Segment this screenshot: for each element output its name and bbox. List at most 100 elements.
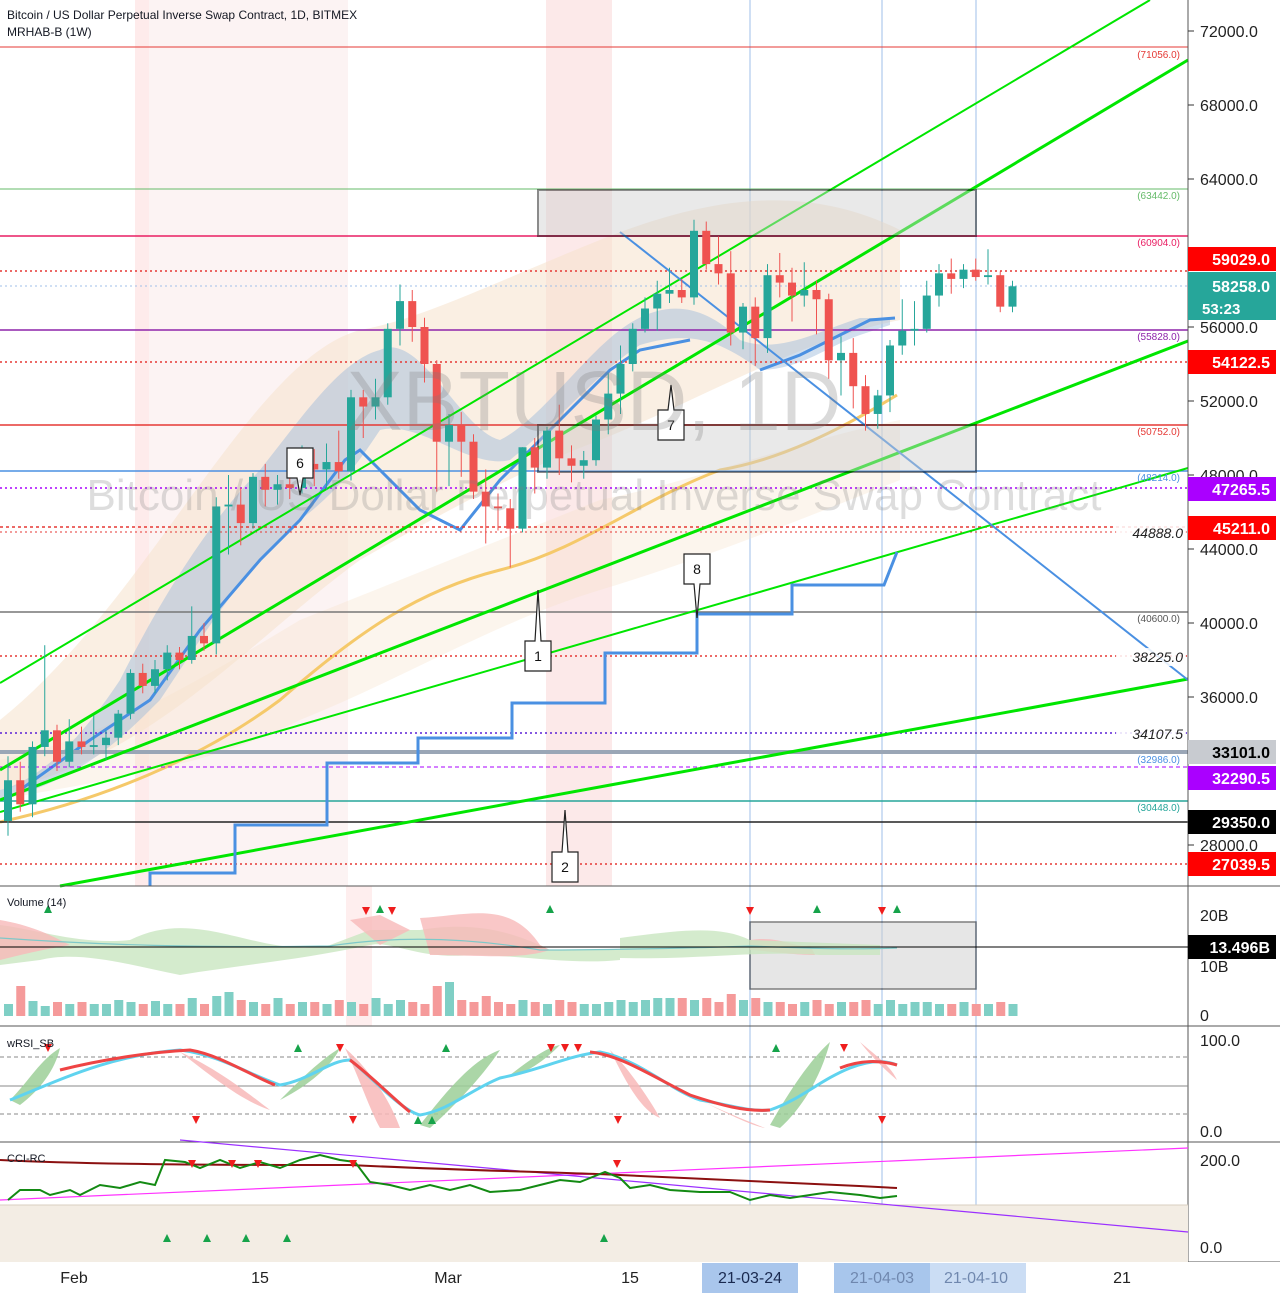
candle-body <box>592 419 600 461</box>
candle-body <box>971 269 980 278</box>
cci-band <box>0 1205 1188 1262</box>
rsi-tick: 100.0 <box>1200 1033 1240 1050</box>
candle-body <box>604 393 613 420</box>
candle-body <box>543 430 551 468</box>
volume-bar <box>494 1002 503 1016</box>
time-tick-label: Feb <box>60 1270 88 1287</box>
volume-signal <box>893 905 901 913</box>
price-label: 27039.5 <box>1212 857 1270 874</box>
price-label-bg <box>1188 852 1276 876</box>
candle-body <box>126 672 135 714</box>
price-tick-label: 44000.0 <box>1200 542 1258 559</box>
rsi-line-red <box>59 1048 898 1114</box>
candle-body <box>898 330 907 346</box>
volume-bar <box>89 1004 99 1016</box>
level-tag: (30448.0) <box>1137 803 1180 814</box>
time-tick-label: 15 <box>621 1270 639 1287</box>
candles <box>4 219 1017 836</box>
trendline-green <box>0 339 1189 802</box>
cci-signal-up <box>283 1234 291 1242</box>
volume-bar <box>16 986 26 1016</box>
volume-bar <box>739 1000 748 1016</box>
volume-bar <box>457 1000 467 1016</box>
candle-body <box>506 508 515 529</box>
price-label: 59029.0 <box>1212 252 1270 269</box>
candle-body <box>175 652 184 660</box>
volume-bar <box>347 1002 356 1016</box>
wave-label-8: 8 <box>683 553 711 619</box>
cci-title: CCI-RC <box>7 1153 46 1165</box>
candle-body <box>359 397 368 407</box>
weekly-step-line <box>148 551 899 886</box>
volume-bar <box>873 1004 883 1016</box>
cci-signal-up <box>163 1234 171 1242</box>
trendline-blue <box>619 231 1189 681</box>
rsi-tick: 0.0 <box>1200 1124 1222 1141</box>
level-tag: (32986.0) <box>1137 755 1180 766</box>
volume-signal <box>878 907 886 915</box>
trendline-green <box>59 677 1189 888</box>
volume-bar <box>824 1004 834 1016</box>
candle-body <box>751 306 760 339</box>
candle-body <box>959 269 968 279</box>
cci-signal-down <box>613 1160 621 1168</box>
rsi-signal <box>414 1116 422 1124</box>
candle-body <box>53 730 61 762</box>
price-label: 54122.5 <box>1212 355 1270 372</box>
trendline-green <box>0 58 1189 772</box>
candle-body <box>555 430 564 459</box>
volume-bar <box>236 1000 246 1016</box>
wave-label-2: 2 <box>551 809 579 883</box>
rsi-signal <box>547 1044 555 1052</box>
candle-body <box>788 282 796 296</box>
candle-body <box>16 780 25 805</box>
candle-body <box>347 397 355 472</box>
level-tag: (63442.0) <box>1137 191 1180 202</box>
resistance-box <box>537 189 977 237</box>
level-tag: (40600.0) <box>1137 614 1180 625</box>
volume-bar <box>812 1000 822 1016</box>
volume-bar <box>53 1002 62 1016</box>
volume-bar <box>126 1002 136 1016</box>
volume-bar <box>200 1004 209 1016</box>
cci-line <box>7 1153 898 1202</box>
volume-bar <box>285 1004 295 1016</box>
volume-bar <box>138 1004 148 1016</box>
candle-body <box>236 504 245 524</box>
candle-body <box>739 306 747 333</box>
candle-body <box>996 275 1005 307</box>
volume-bar <box>445 982 454 1016</box>
volume-bar <box>567 1002 577 1016</box>
volume-signal <box>746 907 754 915</box>
candle-body <box>616 364 625 394</box>
volume-bar <box>151 1001 160 1016</box>
volume-bar <box>996 1002 1006 1016</box>
price-axis[interactable]: 72000.068000.064000.060000.056000.052000… <box>1188 24 1258 855</box>
volume-bar <box>922 1002 932 1016</box>
rsi-signal <box>349 1116 357 1124</box>
candle-body <box>665 290 674 294</box>
price-label-bg <box>1188 477 1276 501</box>
callout-text: 1 <box>534 648 542 664</box>
candle-body <box>187 635 196 660</box>
candle-body <box>261 476 270 490</box>
price-tick-label: 72000.0 <box>1200 24 1258 41</box>
volume-bar <box>800 1002 810 1016</box>
volume-tick: 20B <box>1200 908 1228 925</box>
volume-bar <box>579 1004 589 1016</box>
volume-bar <box>65 1004 75 1016</box>
volume-bar <box>163 1004 173 1016</box>
volume-last-bg <box>1188 935 1276 959</box>
candle-body <box>935 273 943 296</box>
volume-bar <box>898 1004 908 1016</box>
volume-bar <box>396 1000 405 1016</box>
volume-bar <box>102 1004 111 1016</box>
candle-body <box>396 301 404 329</box>
volume-bar <box>334 1000 344 1016</box>
level-tag: (60904.0) <box>1137 238 1180 249</box>
price-label-bg <box>1188 810 1276 834</box>
volume-bar <box>788 1004 797 1016</box>
indicator-label: MRHAB-B (1W) <box>7 25 92 39</box>
